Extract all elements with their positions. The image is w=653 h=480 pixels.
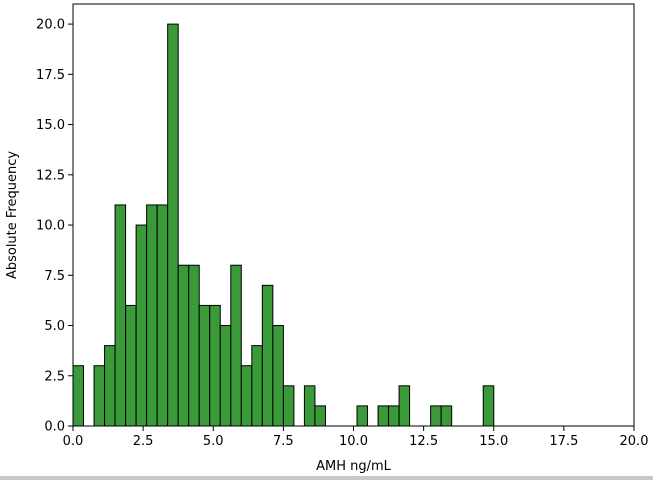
y-tick-label: 7.5 xyxy=(44,269,65,284)
x-tick-label: 10.0 xyxy=(339,434,368,449)
histogram-bar xyxy=(261,284,274,427)
histogram-bar xyxy=(440,405,453,427)
y-tick-label: 17.5 xyxy=(36,68,65,83)
histogram-bar xyxy=(303,385,316,427)
y-tick-label: 2.5 xyxy=(44,369,65,384)
histogram-bar xyxy=(388,405,400,427)
histogram-bar xyxy=(377,405,390,427)
histogram-bar xyxy=(167,23,179,427)
histogram-bars xyxy=(72,23,495,427)
histogram-bar xyxy=(230,264,242,427)
histogram-bar xyxy=(114,204,127,427)
histogram-bar xyxy=(430,405,442,427)
histogram-bar xyxy=(240,365,253,427)
x-tick-label: 5.0 xyxy=(203,434,224,449)
histogram-bar xyxy=(482,385,495,427)
histogram-bar xyxy=(104,345,116,427)
histogram-bar xyxy=(251,345,263,427)
x-tick-label: 17.5 xyxy=(549,434,578,449)
histogram-bar xyxy=(209,304,221,427)
x-tick-label: 7.5 xyxy=(273,434,294,449)
histogram-bar xyxy=(356,405,369,427)
window-bottom-edge xyxy=(0,476,653,480)
histogram-bar xyxy=(156,204,169,427)
histogram-bar xyxy=(135,224,148,427)
histogram-bar xyxy=(188,264,200,427)
histogram-bar xyxy=(272,325,284,427)
y-tick-label: 10.0 xyxy=(36,219,65,234)
y-tick-label: 5.0 xyxy=(44,319,65,334)
y-tick-label: 0.0 xyxy=(44,420,65,435)
histogram-bar xyxy=(282,385,295,427)
y-axis-ticks: 0.0 2.5 5.0 7.5 10.0 12.5 15.0 17.5 20.0 xyxy=(36,18,73,435)
histogram-bar xyxy=(146,204,158,427)
histogram-bar xyxy=(125,304,137,427)
y-axis-label: Absolute Frequency xyxy=(5,151,20,279)
plot-frame xyxy=(72,3,635,427)
y-tick-label: 15.0 xyxy=(36,118,65,133)
y-tick-label: 12.5 xyxy=(36,168,65,183)
x-axis-label: AMH ng/mL xyxy=(316,459,392,474)
x-axis-ticks: 0.0 2.5 5.0 7.5 10.0 12.5 15.0 17.5 20.0 xyxy=(63,426,649,449)
histogram-bar xyxy=(198,304,211,427)
y-tick-label: 20.0 xyxy=(36,18,65,33)
x-tick-label: 0.0 xyxy=(63,434,84,449)
x-tick-label: 12.5 xyxy=(409,434,438,449)
x-tick-label: 2.5 xyxy=(133,434,154,449)
histogram-bar xyxy=(314,405,326,427)
histogram-bar xyxy=(219,325,232,427)
histogram-bar xyxy=(72,365,85,427)
x-tick-label: 15.0 xyxy=(479,434,508,449)
histogram-bar xyxy=(93,365,106,427)
histogram-bar xyxy=(398,385,411,427)
histogram-bar xyxy=(177,264,190,427)
x-tick-label: 20.0 xyxy=(620,434,649,449)
